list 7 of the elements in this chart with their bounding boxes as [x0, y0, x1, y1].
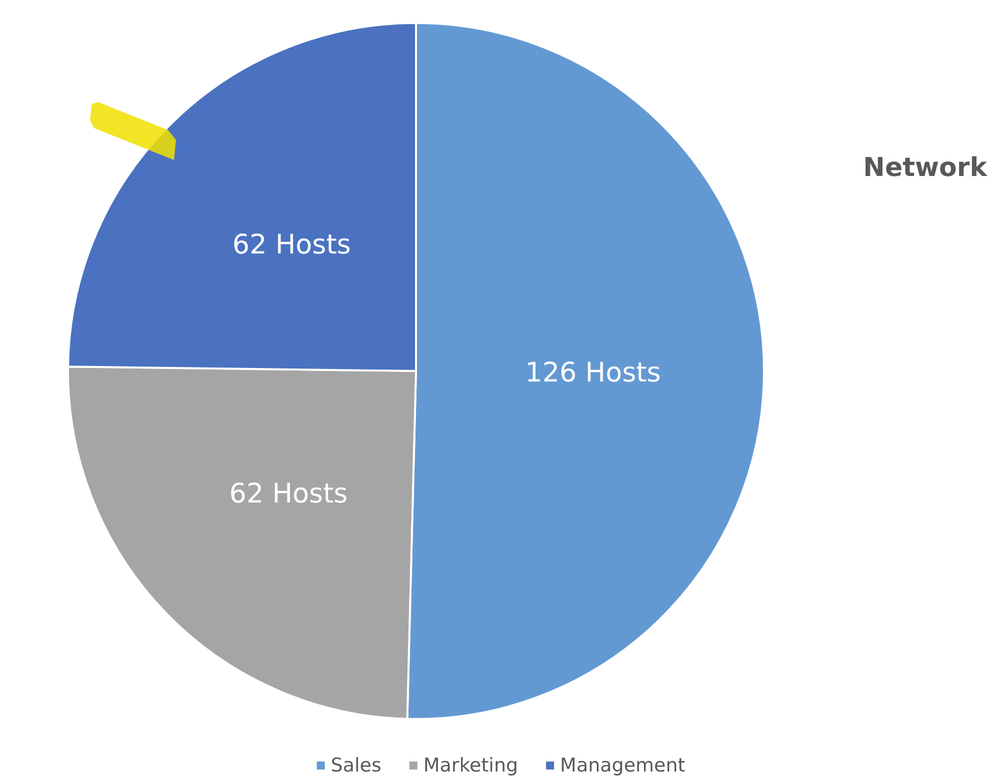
data-label: 126 Hosts: [525, 358, 661, 389]
legend-label: Sales: [330, 754, 382, 776]
legend-label: Marketing: [423, 754, 518, 776]
legend-label: Management: [560, 754, 686, 776]
text: Network: [863, 153, 988, 183]
data-label: 62 Hosts: [229, 478, 348, 510]
data-label: 62 Hosts: [232, 230, 351, 261]
